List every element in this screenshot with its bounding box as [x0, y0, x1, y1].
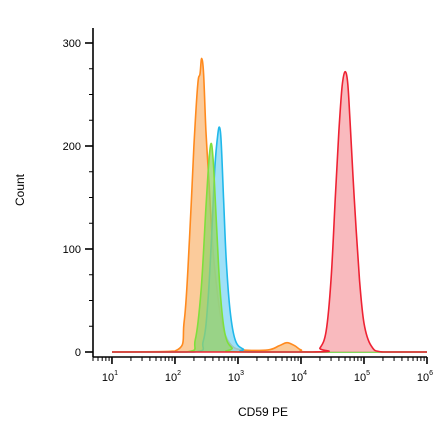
series-layer [111, 57, 427, 353]
series-fill-3 [112, 71, 427, 352]
axes-layer [85, 28, 428, 364]
labels-layer: 0 100 200 300 101 102 103 104 105 106 [63, 38, 434, 384]
x-tick-label: 101 [102, 370, 118, 384]
series-line-0 [111, 57, 427, 353]
series-line-1 [111, 126, 427, 353]
x-axis-title: CD59 PE [238, 405, 288, 419]
x-tick-label: 106 [417, 370, 433, 384]
series-fill-2 [112, 143, 427, 352]
series-fill-1 [112, 127, 427, 352]
series-fill-0 [112, 58, 427, 353]
y-tick-label: 300 [63, 38, 81, 50]
y-axis-title: Count [13, 173, 27, 206]
series-line-2 [111, 142, 427, 353]
series-line-3 [111, 70, 427, 353]
y-tick-label: 200 [63, 141, 81, 153]
x-tick-label: 102 [165, 370, 181, 384]
x-tick-label: 104 [291, 370, 307, 384]
x-tick-label: 105 [354, 370, 370, 384]
x-tick-label: 103 [228, 370, 244, 384]
y-tick-label: 0 [75, 347, 81, 359]
y-tick-label: 100 [63, 244, 81, 256]
